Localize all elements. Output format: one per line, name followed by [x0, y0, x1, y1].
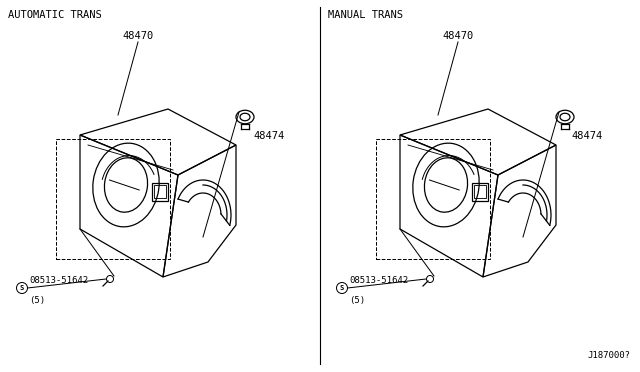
Text: MANUAL TRANS: MANUAL TRANS — [328, 10, 403, 20]
Text: (5): (5) — [349, 296, 365, 305]
Text: S: S — [20, 285, 24, 291]
Text: 48474: 48474 — [253, 131, 284, 141]
Text: 48474: 48474 — [571, 131, 602, 141]
Text: 08513-51642: 08513-51642 — [29, 276, 88, 285]
Text: (5): (5) — [29, 296, 45, 305]
Text: 08513-51642: 08513-51642 — [349, 276, 408, 285]
Bar — [472, 183, 488, 201]
Text: 48470: 48470 — [442, 31, 474, 41]
Bar — [152, 183, 168, 201]
Bar — [474, 185, 486, 198]
Bar — [154, 185, 166, 198]
Text: J187000?: J187000? — [587, 351, 630, 360]
Text: S: S — [340, 285, 344, 291]
Text: 48470: 48470 — [122, 31, 154, 41]
Text: AUTOMATIC TRANS: AUTOMATIC TRANS — [8, 10, 102, 20]
